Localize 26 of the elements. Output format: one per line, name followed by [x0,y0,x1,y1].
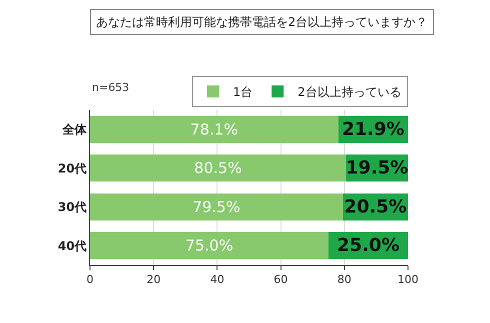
data-label: 75.0% [185,236,234,255]
legend-label: 1台 [233,85,253,100]
data-label: 19.5% [346,158,408,179]
x-tick-label: 100 [398,273,418,286]
text: n=653 [92,81,130,94]
data-label: 79.5% [192,198,240,216]
x-tick-label: 20 [146,273,161,286]
bar [90,232,328,260]
x-tick-label: 40 [210,273,224,286]
data-label: 80.5% [194,159,242,178]
bar [90,116,338,143]
data-label: 78.1% [190,120,238,138]
y-tick-label: 全体 [62,122,88,137]
bar [90,154,346,182]
x-tick-label: 0 [86,273,94,286]
x-tick-label: 80 [337,273,352,286]
y-tick-label: 20代 [58,161,87,176]
x-tick-label: 60 [274,273,288,286]
data-label: 21.9% [342,118,404,140]
y-tick-label: 40代 [58,238,87,253]
legend-label: 2台以上持っている [298,85,402,100]
data-label: 25.0% [337,235,400,256]
y-tick-label: 30代 [58,200,87,214]
bar [90,193,343,220]
data-label: 20.5% [344,196,407,218]
chart-title: あなたは常時利用可能な携帯電話を2台以上持っていますか？ [96,15,428,29]
